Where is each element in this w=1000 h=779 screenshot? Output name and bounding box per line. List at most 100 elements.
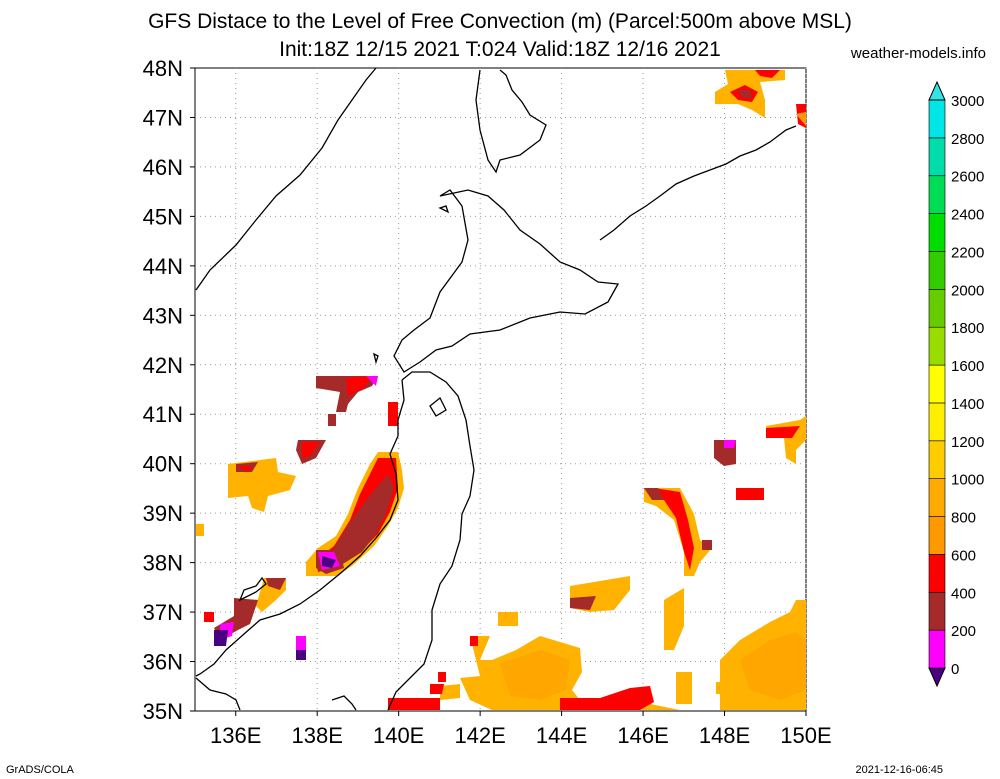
lon-label: 144E bbox=[536, 723, 587, 748]
colorbar-label: 200 bbox=[951, 623, 976, 640]
colorbar-swatch bbox=[928, 251, 946, 290]
map-frame bbox=[194, 67, 807, 712]
field-patch bbox=[266, 578, 286, 590]
colorbar-label: 2600 bbox=[951, 169, 984, 186]
map-title: GFS Distace to the Level of Free Convect… bbox=[148, 10, 852, 33]
colorbar-label: 400 bbox=[951, 585, 976, 602]
field-patch bbox=[500, 650, 570, 700]
colorbar-label: 1200 bbox=[951, 434, 984, 451]
colorbar-label: 2800 bbox=[951, 131, 984, 148]
field-patch bbox=[322, 556, 336, 568]
lat-label: 48N bbox=[143, 56, 183, 81]
lat-label: 36N bbox=[143, 650, 183, 675]
axes: 48N 47N 46N 45N 44N 43N 42N 41N 40N 39N 38N 37N 36N 3… bbox=[143, 56, 832, 748]
field-patch bbox=[676, 672, 692, 704]
field-patch bbox=[296, 650, 306, 660]
lon-label: 142E bbox=[454, 723, 505, 748]
colorbar-label: 600 bbox=[951, 547, 976, 564]
field-patch bbox=[320, 474, 394, 570]
field-patch bbox=[388, 402, 398, 426]
colorbar-swatch bbox=[928, 175, 946, 214]
colorbar-label: 2200 bbox=[951, 244, 984, 261]
field-patch bbox=[716, 682, 726, 694]
field-patch bbox=[644, 488, 712, 576]
field-patch bbox=[388, 698, 440, 710]
field-patch bbox=[570, 596, 596, 610]
colorbar-swatch bbox=[928, 440, 946, 479]
lon-label: 136E bbox=[210, 723, 261, 748]
colorbar-min-arrow bbox=[928, 667, 946, 688]
field-patch bbox=[702, 540, 712, 550]
lat-label: 47N bbox=[143, 105, 183, 130]
colorbar-swatch bbox=[928, 364, 946, 404]
colorbar-label: 1400 bbox=[951, 396, 984, 413]
lon-label: 146E bbox=[617, 723, 668, 748]
lon-label: 138E bbox=[292, 723, 343, 748]
lat-label: 38N bbox=[143, 551, 183, 576]
field-patch bbox=[296, 636, 306, 652]
colorbar-label: 800 bbox=[951, 510, 976, 527]
colorbar-label: 2400 bbox=[951, 207, 984, 224]
colorbar: 3000280026002400220020001800160014001200… bbox=[928, 80, 984, 688]
footer-timestamp: 2021-12-16-06:45 bbox=[855, 764, 943, 776]
colorbar-label: 2000 bbox=[951, 282, 984, 299]
colorbar-swatch bbox=[928, 629, 946, 669]
field-patch bbox=[498, 612, 518, 626]
lat-label: 43N bbox=[143, 303, 183, 328]
colorbar-swatch bbox=[928, 99, 946, 139]
lat-label: 44N bbox=[143, 254, 183, 279]
field-patch bbox=[196, 524, 204, 536]
footer-credit: GrADS/COLA bbox=[6, 764, 74, 776]
site-credit: weather-models.info bbox=[850, 45, 986, 62]
lat-label: 40N bbox=[143, 452, 183, 477]
colorbar-label: 1800 bbox=[951, 320, 984, 337]
field-patch bbox=[346, 376, 372, 396]
field-patch bbox=[438, 672, 446, 682]
field-patch bbox=[470, 636, 478, 646]
colorbar-label: 1600 bbox=[951, 358, 984, 375]
lon-label: 140E bbox=[373, 723, 424, 748]
colorbar-swatch bbox=[928, 554, 946, 593]
field-patch bbox=[796, 112, 806, 126]
field-patch bbox=[724, 440, 736, 448]
field-patch bbox=[738, 90, 752, 98]
field-patch bbox=[644, 488, 664, 500]
field-patch bbox=[236, 466, 252, 472]
field-patch bbox=[664, 588, 684, 650]
colorbar-swatch bbox=[928, 213, 946, 252]
colorbar-swatch bbox=[928, 516, 946, 555]
colorbar-label: 3000 bbox=[951, 93, 984, 110]
map-subtitle: Init:18Z 12/15 2021 T:024 Valid:18Z 12/1… bbox=[279, 38, 721, 61]
colorbar-swatch bbox=[928, 326, 946, 366]
field-patch bbox=[755, 70, 780, 78]
lat-label: 46N bbox=[143, 155, 183, 180]
field-patch bbox=[214, 630, 228, 646]
lat-label: 41N bbox=[143, 402, 183, 427]
colorbar-swatch bbox=[928, 402, 946, 442]
colorbar-swatch bbox=[928, 591, 946, 631]
colorbar-swatch bbox=[928, 137, 946, 177]
coastlines bbox=[195, 67, 797, 711]
colorbar-swatch bbox=[928, 289, 946, 328]
colorbar-label: 1000 bbox=[951, 472, 984, 489]
colorbar-label: 0 bbox=[951, 661, 959, 678]
lon-label: 150E bbox=[780, 723, 831, 748]
field-patch bbox=[328, 414, 336, 426]
field-patch bbox=[430, 684, 444, 694]
field-patch bbox=[736, 488, 764, 500]
lat-label: 45N bbox=[143, 204, 183, 229]
colorbar-swatch bbox=[928, 478, 946, 517]
field-patch bbox=[302, 442, 320, 458]
colorbar-max-arrow bbox=[928, 80, 946, 101]
field-patch bbox=[560, 686, 654, 710]
field-patch bbox=[766, 426, 800, 438]
lfc-field bbox=[196, 70, 806, 710]
field-patch bbox=[654, 488, 694, 570]
lat-label: 39N bbox=[143, 501, 183, 526]
field-patch bbox=[204, 612, 214, 622]
lon-label: 148E bbox=[699, 723, 750, 748]
lat-label: 37N bbox=[143, 600, 183, 625]
lat-label: 35N bbox=[143, 699, 183, 724]
field-patch bbox=[440, 684, 460, 700]
